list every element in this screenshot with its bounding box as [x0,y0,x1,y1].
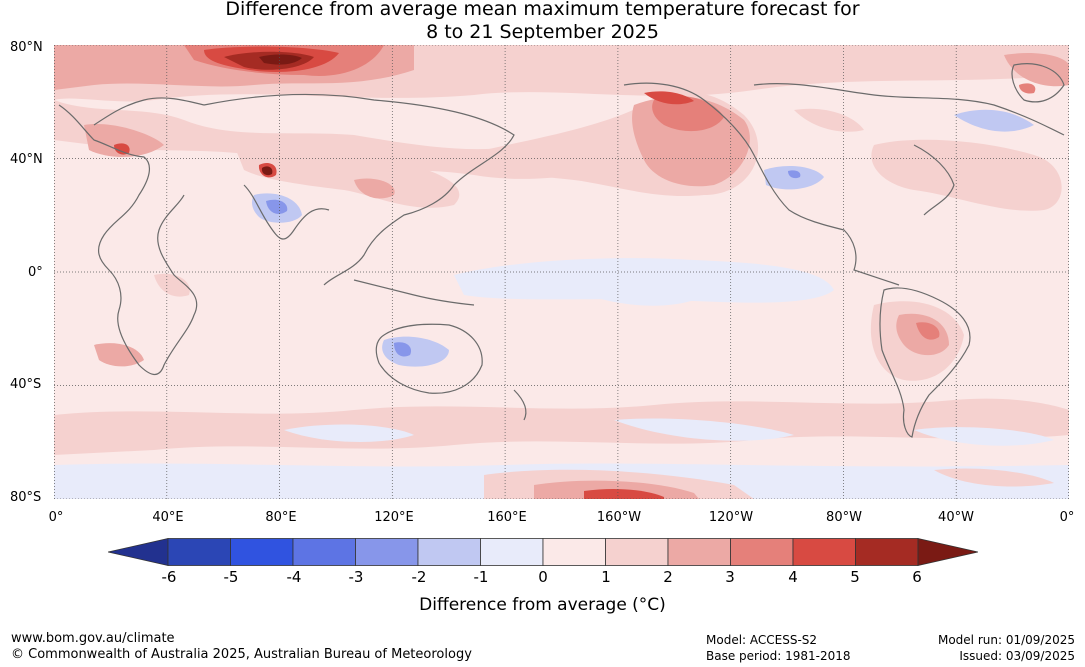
lon-label-80w: 80°W [826,510,862,525]
colorbar-tick: 0 [538,568,548,586]
colorbar-swatch [480,538,544,566]
colorbar-swatch [355,538,419,566]
lat-label-40s: 40°S [10,377,42,392]
lat-label-80s: 80°S [10,490,42,505]
colorbar-swatch [730,538,794,566]
colorbar [108,538,978,566]
lat-label-40n: 40°N [10,152,43,167]
colorbar-tick: 2 [663,568,673,586]
colorbar-tick: -2 [411,568,427,586]
colorbar-swatch [792,538,856,566]
colorbar-swatch [667,538,731,566]
footer-base-period: Base period: 1981-2018 [706,649,851,663]
anomaly-fill [54,45,1069,499]
colorbar-swatch [605,538,669,566]
footer-model: Model: ACCESS-S2 [706,633,818,647]
lon-label-120w: 120°W [708,510,754,525]
colorbar-swatch [542,538,606,566]
lon-label-40w: 40°W [938,510,974,525]
footer-url: www.bom.gov.au/climate [11,631,175,646]
forecast-map [54,45,1069,499]
graticule [54,45,1069,499]
lon-label-120e: 120°E [374,510,414,525]
coastlines [58,63,1065,438]
colorbar-low-extension [108,538,169,566]
colorbar-swatch [230,538,294,566]
colorbar-swatch [855,538,919,566]
colorbar-swatch [167,538,231,566]
colorbar-swatch [292,538,356,566]
colorbar-tick: 5 [850,568,860,586]
colorbar-tick: 1 [601,568,611,586]
colorbar-label: Difference from average (°C) [419,595,666,615]
map-title-line-1: Difference from average mean maximum tem… [225,0,860,20]
colorbar-tick: -3 [348,568,364,586]
colorbar-tick: -6 [161,568,177,586]
lon-label-160e: 160°E [487,510,527,525]
colorbar-tick: -4 [286,568,302,586]
footer-issued: Issued: 03/09/2025 [959,649,1075,663]
footer-model-run: Model run: 01/09/2025 [937,633,1075,647]
colorbar-high-extension [917,538,978,566]
map-title-line-2: 8 to 21 September 2025 [426,21,659,43]
colorbar-swatch [417,538,481,566]
lon-label-0-end: 0° [1059,510,1075,525]
lat-label-80n: 80°N [10,40,43,55]
lon-label-160w: 160°W [596,510,642,525]
lon-label-80e: 80°E [265,510,297,525]
lon-label-0: 0° [48,510,64,525]
lon-label-40e: 40°E [152,510,184,525]
footer-copyright: © Commonwealth of Australia 2025, Austra… [11,647,472,662]
colorbar-tick: 3 [725,568,735,586]
colorbar-tick: 6 [912,568,922,586]
colorbar-tick: -5 [223,568,239,586]
lat-label-0: 0° [28,265,43,280]
colorbar-tick: 4 [788,568,798,586]
colorbar-tick: -1 [473,568,489,586]
